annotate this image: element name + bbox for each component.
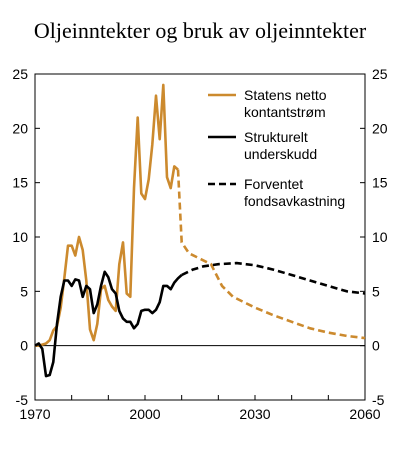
y-tick-label-right: -5 <box>372 392 385 408</box>
legend-label-3: Forventet <box>244 176 303 192</box>
legend-label-1: Statens netto <box>244 87 327 103</box>
chart-title: Oljeinntekter og bruk av oljeinntekter <box>34 18 367 43</box>
x-tick-label: 2030 <box>239 406 270 422</box>
y-tick-label-left: 0 <box>20 338 28 354</box>
x-tick-label: 1970 <box>19 406 50 422</box>
y-tick-label-left: 15 <box>12 175 28 191</box>
y-tick-label-left: -5 <box>16 392 29 408</box>
y-tick-label-right: 5 <box>372 283 380 299</box>
y-tick-label-right: 15 <box>372 175 388 191</box>
y-tick-label-left: 20 <box>12 120 28 136</box>
y-tick-label-left: 5 <box>20 283 28 299</box>
x-tick-label: 2000 <box>129 406 160 422</box>
series-line-2 <box>176 169 366 340</box>
axes: -5 -5 0 0 5 5 10 10 15 15 20 20 25 25 1970 2000 2030 2060 <box>12 66 387 422</box>
y-tick-label-left: 10 <box>12 229 28 245</box>
x-tick-label: 2060 <box>349 406 380 422</box>
plot-frame <box>34 73 366 401</box>
series-line-4 <box>181 261 366 295</box>
series-line-3 <box>34 270 183 378</box>
y-tick-label-left: 25 <box>12 66 28 82</box>
y-tick-label-right: 10 <box>372 229 388 245</box>
legend-label-1: kontantstrøm <box>244 104 326 120</box>
legend-label-3: fondsavkastning <box>244 193 345 209</box>
legend-label-2: underskudd <box>244 146 317 162</box>
y-tick-label-right: 0 <box>372 338 380 354</box>
y-tick-label-right: 25 <box>372 66 388 82</box>
series-lines <box>34 83 366 378</box>
y-tick-label-right: 20 <box>372 120 388 136</box>
legend-label-2: Strukturelt <box>244 129 308 145</box>
